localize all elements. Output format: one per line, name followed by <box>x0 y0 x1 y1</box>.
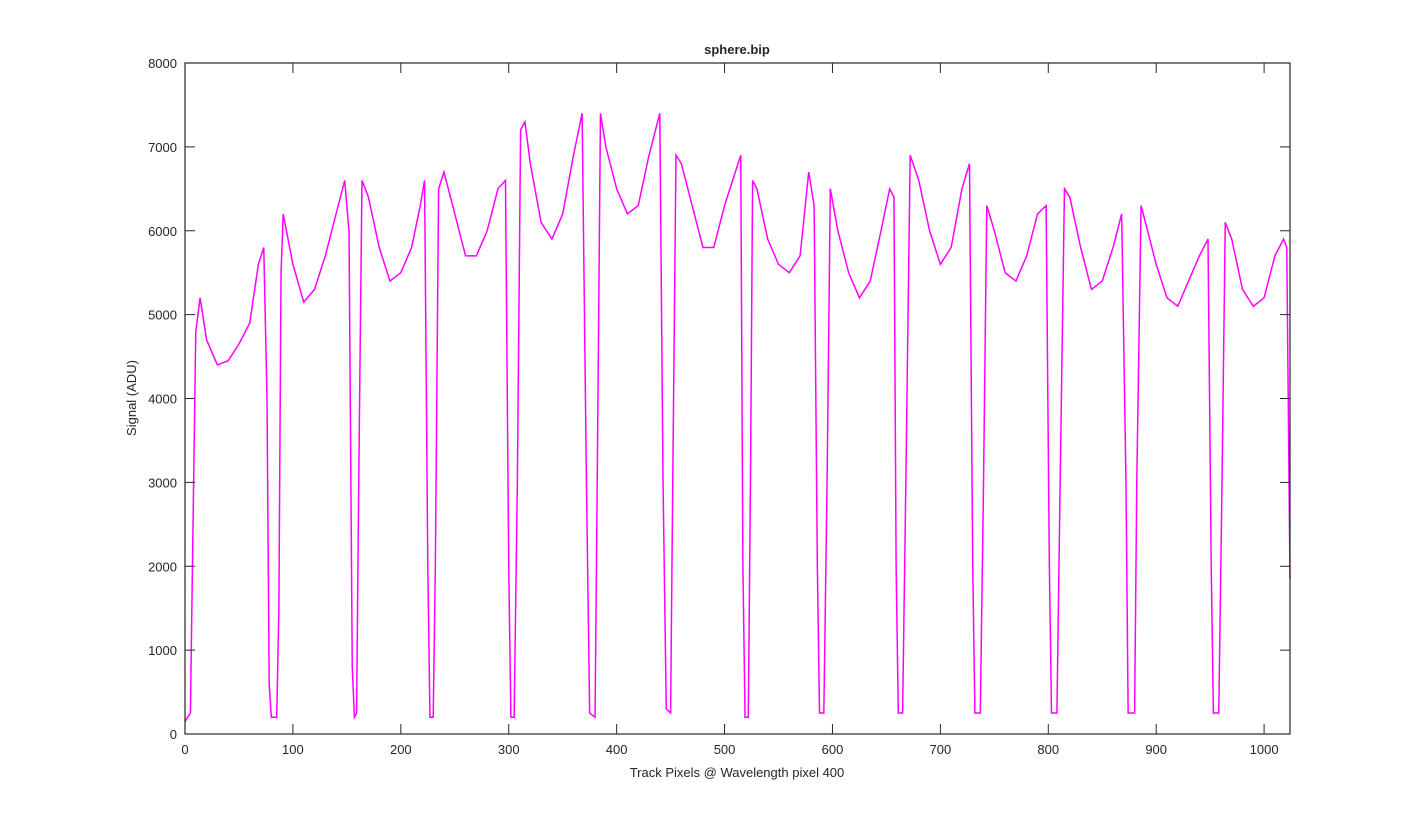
x-tick-label: 1000 <box>1250 742 1279 757</box>
x-tick-label: 0 <box>181 742 188 757</box>
y-tick-label: 0 <box>170 727 177 742</box>
data-line <box>184 113 1291 722</box>
x-tick-label: 400 <box>606 742 628 757</box>
y-axis-label: Signal (ADU) <box>124 360 139 436</box>
y-tick-label: 3000 <box>148 475 177 490</box>
x-tick-label: 900 <box>1145 742 1167 757</box>
x-tick-label: 600 <box>822 742 844 757</box>
x-axis-label: Track Pixels @ Wavelength pixel 400 <box>630 765 845 780</box>
y-tick-label: 2000 <box>148 559 177 574</box>
y-tick-label: 7000 <box>148 140 177 155</box>
y-tick-label: 1000 <box>148 643 177 658</box>
x-tick-label: 700 <box>930 742 952 757</box>
y-tick-label: 4000 <box>148 392 177 407</box>
x-tick-label: 200 <box>390 742 412 757</box>
y-tick-label: 8000 <box>148 56 177 71</box>
x-tick-label: 100 <box>282 742 304 757</box>
y-tick-label: 5000 <box>148 308 177 323</box>
x-tick-label: 500 <box>714 742 736 757</box>
x-tick-label: 800 <box>1037 742 1059 757</box>
y-tick-label: 6000 <box>148 224 177 239</box>
x-tick-label: 300 <box>498 742 520 757</box>
chart-title: sphere.bip <box>704 42 770 57</box>
